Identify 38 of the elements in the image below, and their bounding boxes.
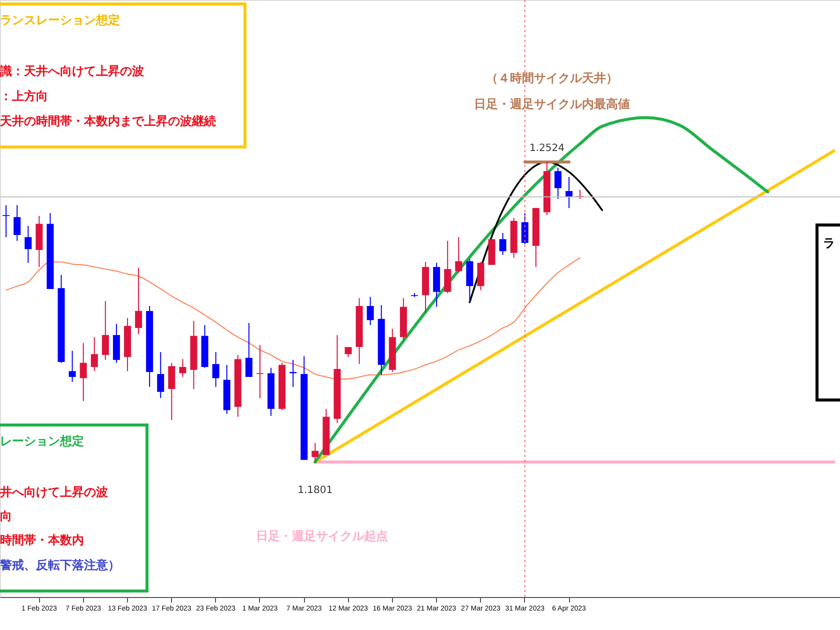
candlestick bbox=[179, 358, 186, 378]
candlestick bbox=[554, 167, 562, 200]
candlestick bbox=[80, 342, 87, 402]
text: 日足・週足サイクル内最高値 bbox=[474, 97, 630, 111]
text: 天井の時間帯・本数内まで上昇の波継続 bbox=[0, 114, 216, 128]
candlestick bbox=[157, 352, 164, 399]
text: ：上方向 bbox=[0, 89, 48, 103]
candlestick bbox=[168, 362, 176, 421]
candlestick bbox=[90, 336, 98, 372]
annotation: レーション想定 bbox=[0, 434, 84, 448]
text: 時間帯・本数内 bbox=[0, 533, 84, 547]
text: 識：天井へ向けて上昇の波 bbox=[0, 64, 145, 78]
candlestick bbox=[68, 350, 76, 382]
candlestick bbox=[24, 225, 32, 264]
text: （４時間サイクル天井） bbox=[486, 71, 618, 85]
candlestick bbox=[14, 204, 21, 242]
text: 井へ向けて上昇の波 bbox=[0, 485, 109, 499]
candlestick bbox=[455, 236, 462, 274]
text: 向 bbox=[0, 509, 12, 523]
text: ランスレーション想定 bbox=[0, 13, 120, 27]
text: 日足・週足サイクル起点 bbox=[256, 529, 388, 543]
candlestick bbox=[477, 262, 484, 291]
candlestick bbox=[256, 344, 264, 399]
candlestick bbox=[2, 204, 10, 238]
candlestick bbox=[444, 240, 452, 294]
annotation: 1.2524 bbox=[529, 143, 564, 154]
candlestick bbox=[344, 346, 352, 358]
candlestick bbox=[566, 176, 573, 209]
annotation: 1.1801 bbox=[298, 485, 333, 496]
candlestick bbox=[499, 232, 506, 256]
candlestick bbox=[366, 296, 374, 326]
candlestick bbox=[102, 300, 109, 360]
text: 警戒、反転下落注意） bbox=[0, 558, 120, 572]
candlestick bbox=[135, 267, 142, 335]
candlestick bbox=[212, 352, 220, 388]
candlestick bbox=[312, 442, 319, 462]
candlestick bbox=[245, 322, 252, 378]
annotation: ラ bbox=[823, 236, 835, 250]
